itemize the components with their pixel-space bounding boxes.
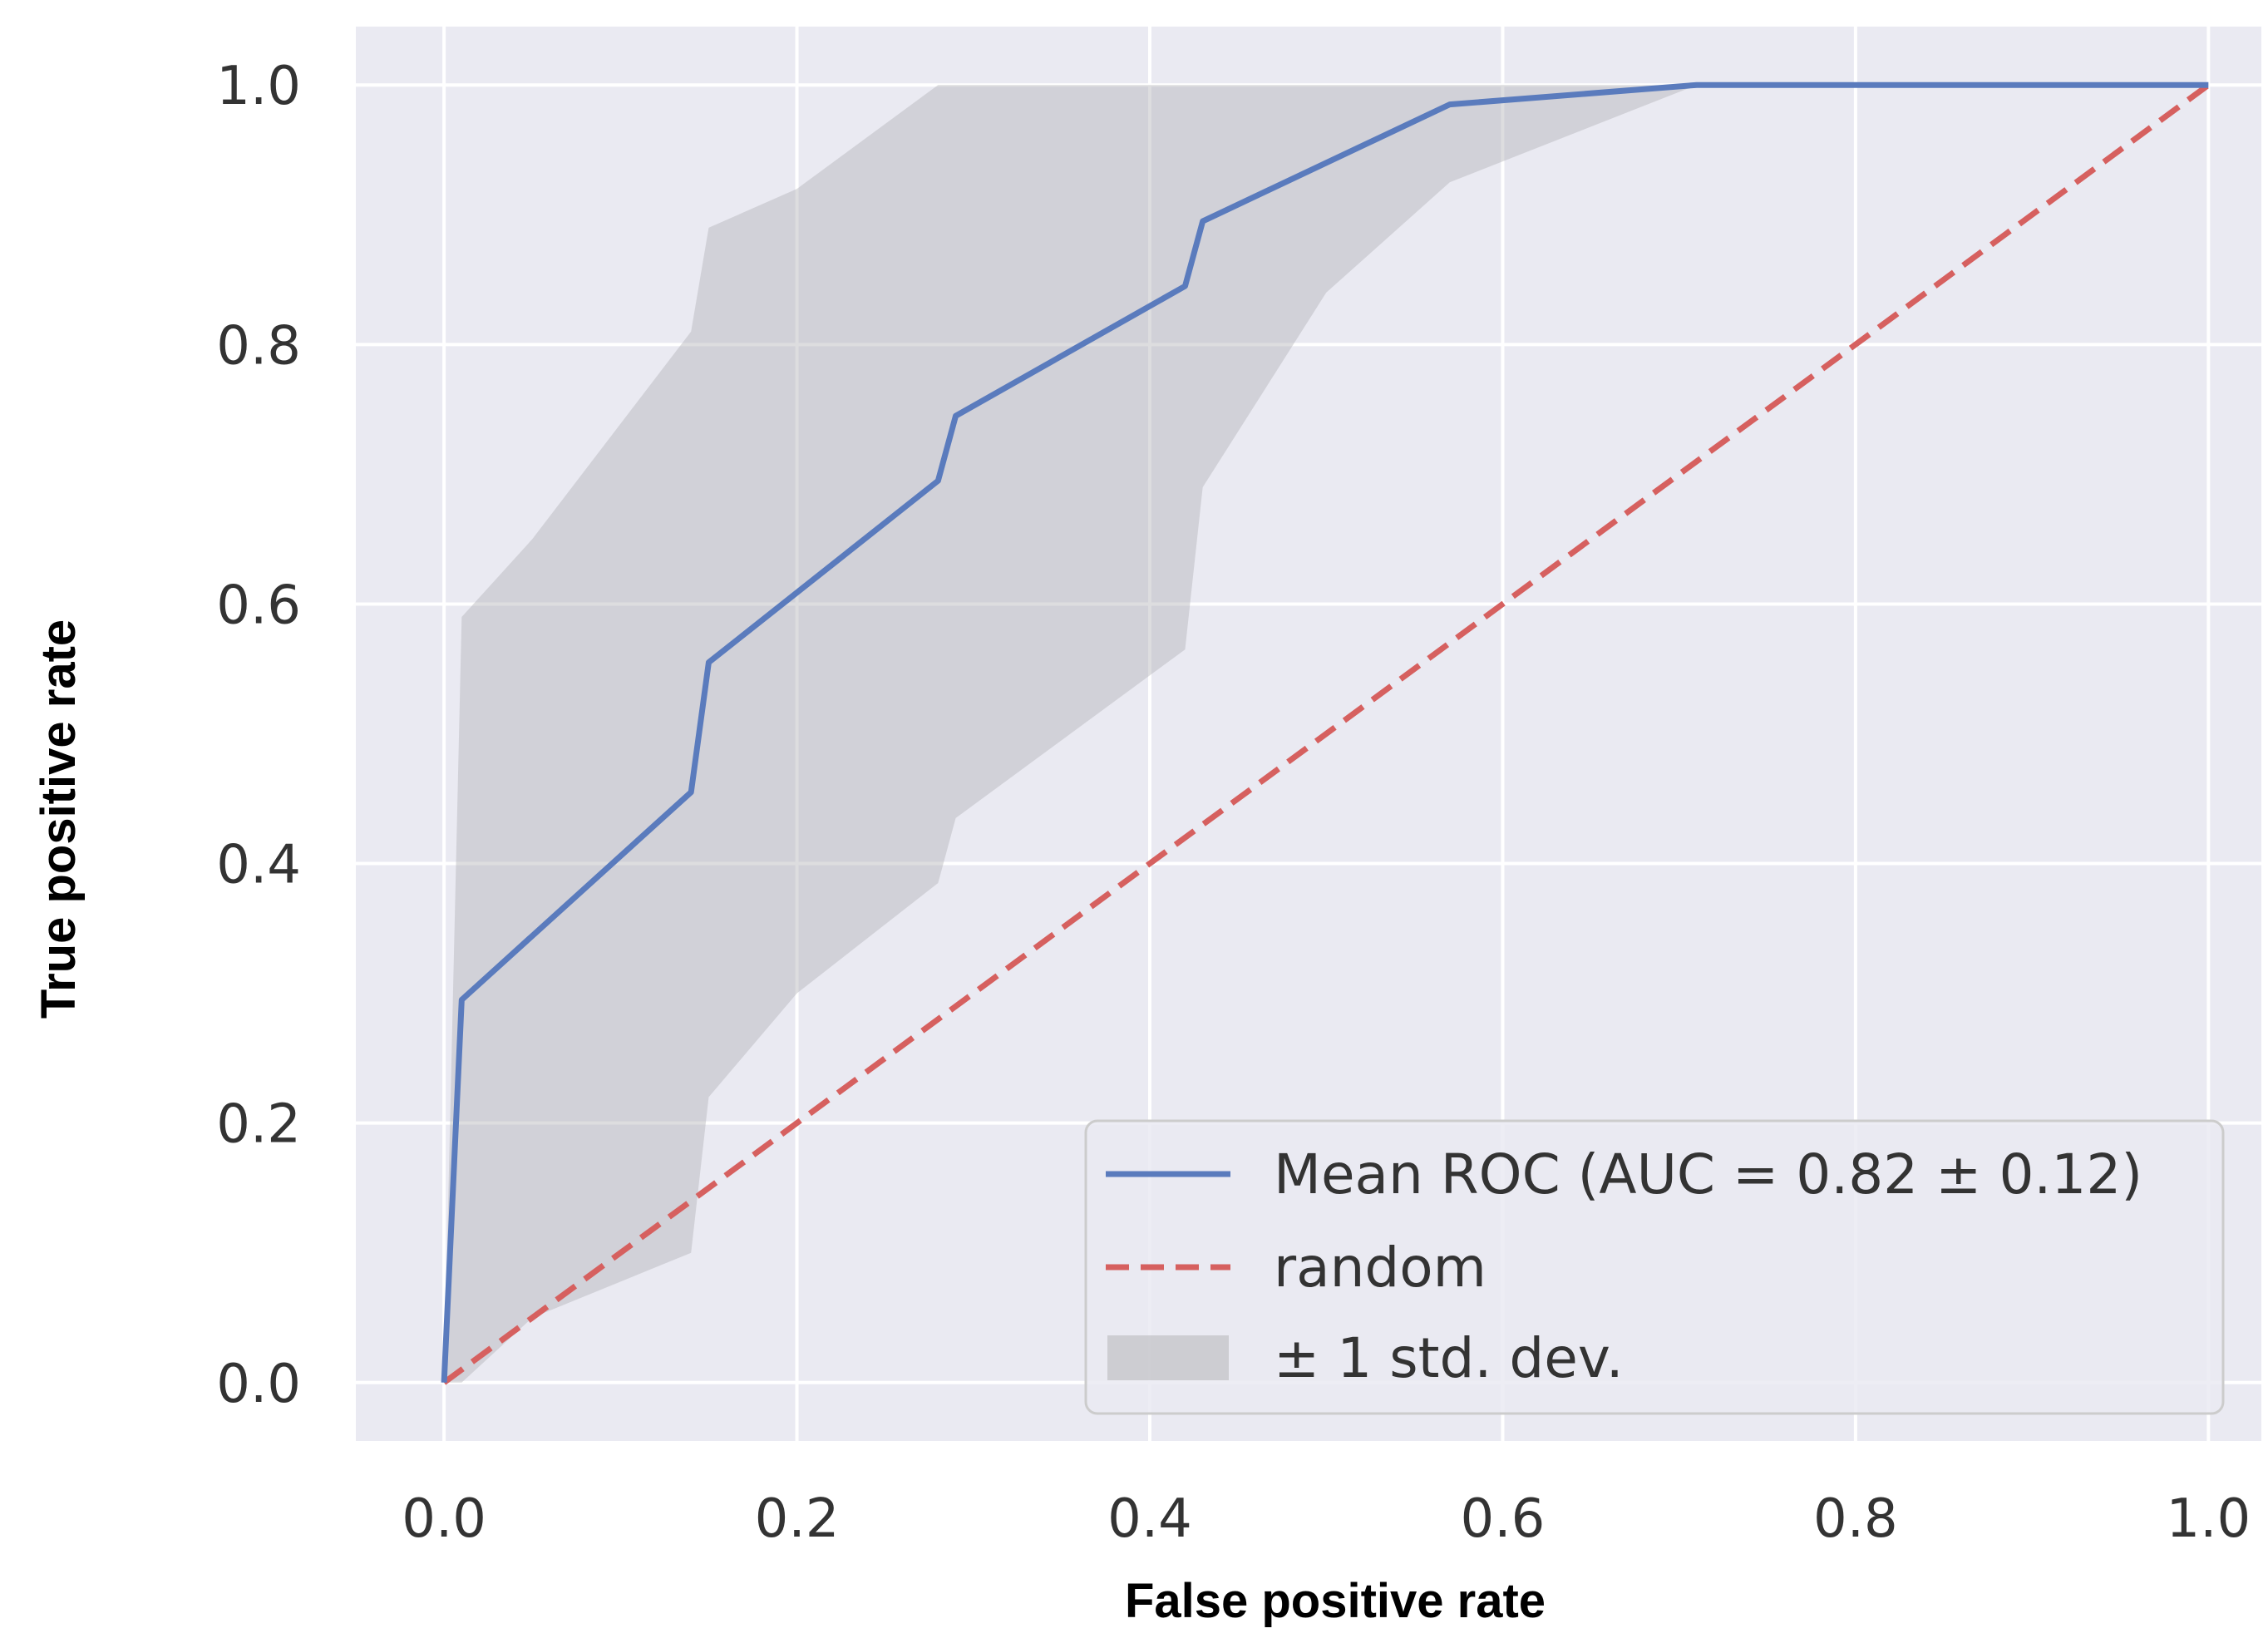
legend-frame: [1084, 1119, 2225, 1415]
y-tick-label: 1.0: [216, 56, 301, 117]
y-tick-label: 0.6: [216, 575, 301, 636]
y-axis-label: True positive rate: [32, 619, 86, 1019]
x-tick-label: 0.2: [755, 1488, 840, 1550]
series-lines-layer: [441, 81, 2211, 1385]
y-tick-label: 0.0: [216, 1354, 301, 1415]
mean-roc-line: [441, 81, 2209, 1383]
y-tick-label: 0.4: [216, 835, 301, 896]
x-tick-label: 0.0: [402, 1488, 486, 1550]
std-dev-band-layer: [444, 85, 2209, 1383]
legend-random-label: random: [1274, 1236, 1487, 1300]
x-tick-label: 0.4: [1107, 1488, 1192, 1550]
y-tick-labels: 0.0 0.2 0.4 0.6 0.8 1.0: [216, 56, 301, 1415]
y-tick-label: 0.2: [216, 1094, 301, 1156]
x-tick-labels: 0.0 0.2 0.4 0.6 0.8 1.0: [402, 1488, 2251, 1550]
x-tick-label: 0.8: [1813, 1488, 1898, 1550]
grid-lines: [356, 27, 2261, 1441]
x-axis-label: False positive rate: [1125, 1574, 1546, 1628]
x-tick-label: 1.0: [2166, 1488, 2251, 1550]
legend-mean-roc-label: Mean ROC (AUC = 0.82 ± 0.12): [1274, 1142, 2142, 1206]
legend-std-dev-swatch: [1107, 1335, 1229, 1380]
random-line: [442, 82, 2211, 1385]
legend-std-dev-label: ± 1 std. dev.: [1274, 1326, 1624, 1390]
x-tick-label: 0.6: [1461, 1488, 1546, 1550]
y-tick-label: 0.8: [216, 315, 301, 377]
std-dev-band: [444, 85, 2209, 1383]
legend: Mean ROC (AUC = 0.82 ± 0.12) random ± 1 …: [1084, 1119, 2225, 1415]
